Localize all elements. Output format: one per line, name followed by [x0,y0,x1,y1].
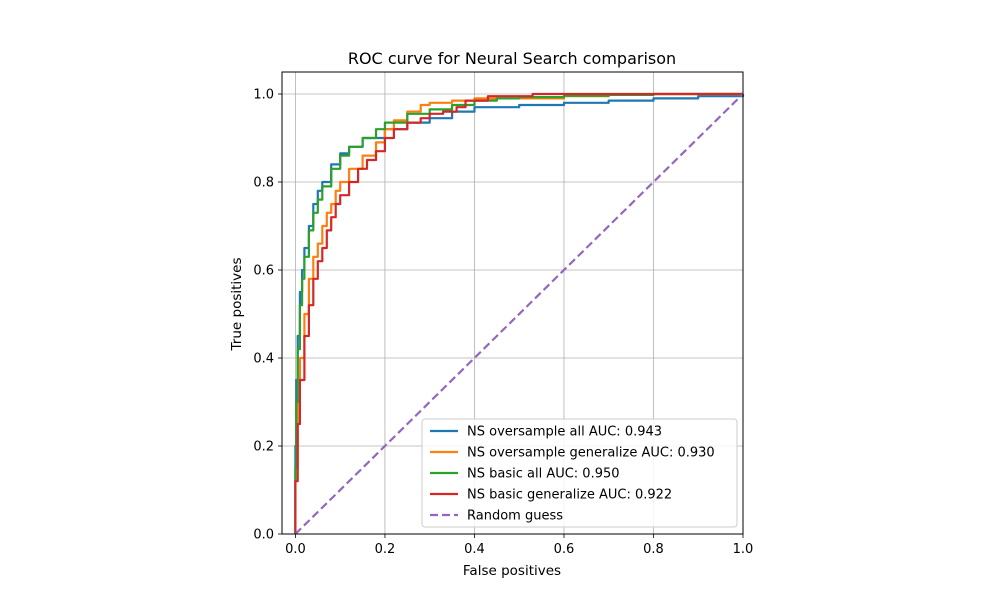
x-tick-label-1: 0.2 [375,542,396,557]
legend-label-4: Random guess [467,509,563,524]
legend-label-2: NS basic all AUC: 0.950 [467,467,620,482]
x-tick-label-0: 0.0 [285,542,306,557]
y-axis-label: True positives [229,258,245,352]
y-axis-ticks: 0.0 0.2 0.4 0.6 0.8 1.0 [253,88,282,543]
series-line-2 [294,92,743,534]
legend-label-3: NS basic generalize AUC: 0.922 [467,488,672,503]
y-tick-label-4: 0.8 [253,176,274,191]
x-tick-label-4: 0.8 [643,542,664,557]
y-tick-label-2: 0.4 [253,352,274,367]
x-axis-label: False positives [463,563,561,579]
x-tick-label-2: 0.4 [464,542,485,557]
y-tick-label-0: 0.0 [253,528,274,543]
x-tick-label-3: 0.6 [554,542,575,557]
legend-label-0: NS oversample all AUC: 0.943 [467,425,662,440]
chart-title: ROC curve for Neural Search comparison [348,49,676,68]
y-tick-label-3: 0.6 [253,264,274,279]
y-tick-label-1: 0.2 [253,440,274,455]
series-line-3 [294,92,743,534]
series-line-4 [294,93,744,535]
x-tick-label-5: 1.0 [733,542,754,557]
legend-label-1: NS oversample generalize AUC: 0.930 [467,446,715,461]
x-axis-ticks: 0.0 0.2 0.4 0.6 0.8 1.0 [285,534,753,557]
grid [282,72,744,535]
plot-frame [281,71,744,535]
y-tick-label-5: 1.0 [253,88,274,103]
series-lines [294,92,745,535]
legend: NS oversample all AUC: 0.943 NS oversampl… [421,418,738,528]
legend-box [421,418,738,528]
